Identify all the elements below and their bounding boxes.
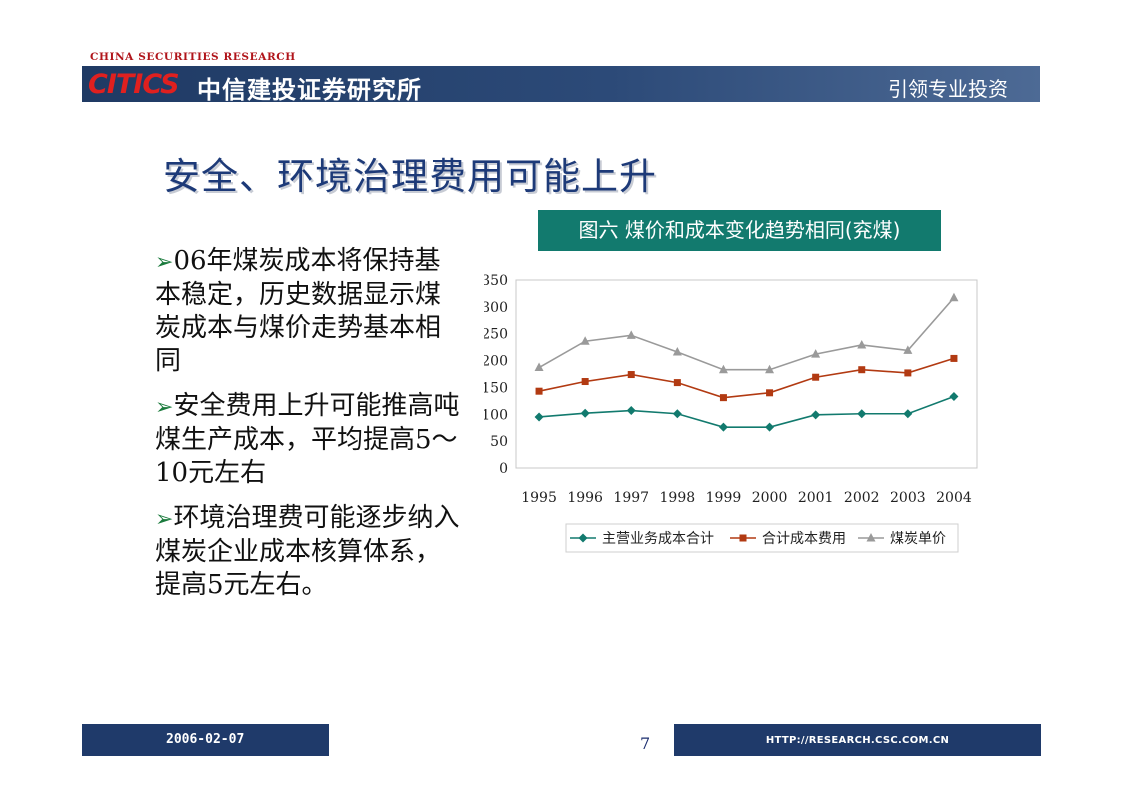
data-point	[580, 336, 590, 345]
data-point	[534, 412, 544, 422]
y-tick-label: 150	[484, 380, 508, 396]
data-point	[673, 379, 681, 387]
data-point	[949, 292, 959, 302]
data-point	[672, 409, 682, 419]
data-point	[672, 346, 682, 356]
data-point	[866, 533, 876, 542]
x-tick-label: 2000	[752, 490, 788, 506]
y-tick-label: 200	[484, 354, 508, 370]
y-tick-label: 100	[484, 407, 508, 423]
bullet-item: ➢06年煤炭成本将保持基本稳定，历史数据显示煤炭成本与煤价走势基本相同	[155, 245, 465, 378]
legend-label: 主营业务成本合计	[602, 531, 714, 547]
data-point	[718, 422, 728, 432]
data-point	[578, 533, 588, 543]
data-point	[581, 378, 589, 386]
series-line	[538, 395, 955, 428]
data-point	[903, 409, 913, 419]
data-point	[719, 394, 727, 402]
data-point	[580, 408, 590, 418]
data-point	[766, 389, 774, 397]
page-number: 7	[640, 734, 651, 753]
y-tick-label: 350	[484, 273, 508, 289]
x-tick-label: 2004	[936, 490, 972, 506]
footer-date: 2006-02-07	[82, 724, 329, 756]
data-point	[765, 364, 775, 374]
x-tick-label: 1997	[613, 490, 649, 506]
x-tick-label: 1995	[521, 490, 557, 506]
data-point	[535, 387, 543, 395]
data-point	[739, 534, 747, 542]
header-bar: CITICS 中信建投证券研究所 引领专业投资	[82, 66, 1040, 104]
x-tick-label: 2002	[844, 490, 880, 506]
data-point	[534, 362, 544, 372]
chart-caption: 图六 煤价和成本变化趋势相同(兖煤)	[538, 210, 941, 251]
data-point	[949, 392, 959, 402]
data-point	[857, 339, 867, 349]
y-tick-label: 250	[484, 327, 508, 343]
header-slogan: 引领专业投资	[888, 77, 1008, 101]
data-point	[904, 369, 912, 377]
bullet-arrow-icon: ➢	[155, 395, 174, 420]
x-tick-label: 2001	[798, 490, 834, 506]
bullet-item: ➢安全费用上升可能推高吨煤生产成本，平均提高5～10元左右	[155, 390, 465, 490]
bullet-item: ➢环境治理费可能逐步纳入煤炭企业成本核算体系，提高5元左右。	[155, 502, 465, 602]
chart-svg: 0 50 100 150 200 250 300 350 1995 1996 1997 1998 199…	[481, 273, 978, 553]
bullet-list: ➢06年煤炭成本将保持基本稳定，历史数据显示煤炭成本与煤价走势基本相同 ➢安全费…	[155, 245, 465, 614]
legend-label: 煤炭单价	[890, 531, 946, 547]
data-point	[718, 364, 728, 374]
citics-logo: CITICS	[88, 69, 180, 100]
data-point	[812, 373, 820, 381]
slide-title: 安全、环境治理费用可能上升	[163, 155, 657, 198]
research-tagline: CHINA SECURITIES RESEARCH	[90, 51, 296, 63]
data-point	[858, 366, 866, 374]
data-point	[811, 349, 821, 358]
data-point	[903, 345, 913, 354]
y-tick-label: 0	[499, 461, 508, 477]
x-tick-label: 1998	[660, 490, 696, 506]
x-tick-label: 1996	[567, 490, 603, 506]
series-line	[538, 357, 955, 399]
data-point	[627, 371, 635, 379]
bullet-arrow-icon: ➢	[155, 507, 174, 532]
bullet-text: 环境治理费可能逐步纳入煤炭企业成本核算体系，提高5元左右。	[155, 503, 460, 600]
data-point	[857, 409, 867, 419]
bullet-arrow-icon: ➢	[155, 250, 174, 275]
data-point	[626, 330, 636, 339]
bullet-text: 安全费用上升可能推高吨煤生产成本，平均提高5～10元左右	[155, 391, 460, 488]
plot-area	[515, 279, 978, 469]
data-point	[950, 354, 958, 362]
x-tick-label: 2003	[890, 490, 926, 506]
footer-url: HTTP://RESEARCH.CSC.COM.CN	[674, 724, 1041, 756]
legend-box	[565, 523, 959, 553]
y-tick-label: 300	[484, 300, 508, 316]
x-tick-label: 1999	[706, 490, 742, 506]
legend-label: 合计成本费用	[762, 531, 846, 547]
y-tick-label: 50	[490, 434, 508, 450]
series-line	[538, 297, 955, 371]
data-point	[626, 406, 636, 416]
line-chart: 0 50 100 150 200 250 300 350 1995 1996 1997 1998 199…	[481, 266, 984, 566]
bullet-text: 06年煤炭成本将保持基本稳定，历史数据显示煤炭成本与煤价走势基本相同	[155, 246, 442, 376]
data-point	[765, 422, 775, 432]
data-point	[811, 410, 821, 420]
company-name: 中信建投证券研究所	[197, 76, 422, 104]
